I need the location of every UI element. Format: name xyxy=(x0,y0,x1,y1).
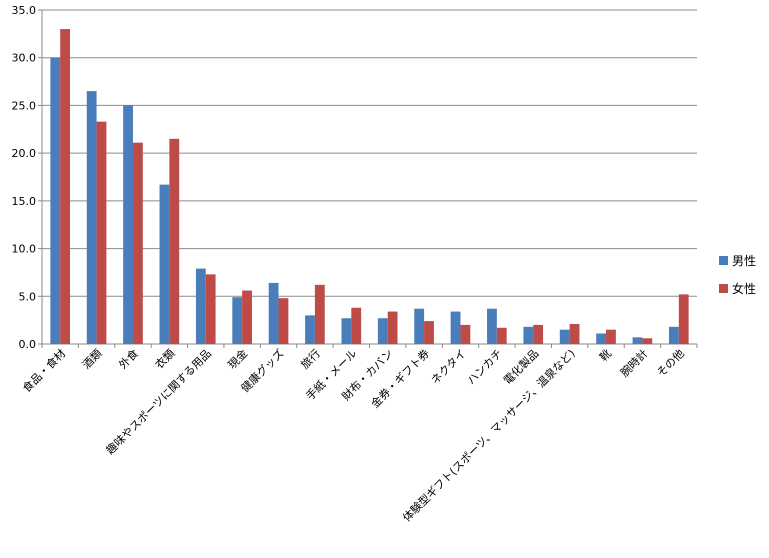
bar-female xyxy=(678,294,689,344)
bar-male xyxy=(195,268,206,344)
bar-male xyxy=(86,91,97,344)
bar-female xyxy=(242,290,252,344)
x-category-label: 酒類 xyxy=(80,347,105,372)
x-category-label: ネクタイ xyxy=(429,347,469,387)
x-category-label: 衣類 xyxy=(152,346,177,371)
grid-lines xyxy=(42,9,697,345)
bar-male xyxy=(377,318,388,344)
bar-female xyxy=(96,121,107,344)
x-category-label: 旅行 xyxy=(298,346,323,371)
bar-male xyxy=(487,308,497,344)
bar-female xyxy=(60,29,71,344)
bar-female xyxy=(460,324,471,344)
bar-female xyxy=(569,323,580,344)
bar-female xyxy=(387,311,398,344)
y-tick-label: 35.0 xyxy=(12,4,37,17)
bars xyxy=(50,29,689,344)
x-category-label: 靴 xyxy=(596,346,614,364)
bar-male xyxy=(123,105,133,344)
bar-female xyxy=(205,274,216,344)
legend-label-female: 女性 xyxy=(732,281,756,296)
bar-male xyxy=(559,329,570,344)
bar-female xyxy=(533,324,544,344)
legend-swatch-male xyxy=(719,256,728,265)
bar-male xyxy=(305,315,315,344)
y-tick-label: 0.0 xyxy=(19,338,37,351)
bar-female xyxy=(132,142,143,344)
x-category-label: 外食 xyxy=(116,346,141,371)
bar-male xyxy=(414,308,425,344)
y-tick-label: 5.0 xyxy=(19,290,37,303)
y-tick-label: 10.0 xyxy=(12,243,37,256)
x-category-label: 腕時計 xyxy=(617,346,650,379)
bar-female xyxy=(278,298,289,344)
bar-male xyxy=(450,311,461,344)
legend-label-male: 男性 xyxy=(732,254,756,268)
bar-female xyxy=(424,321,434,344)
bar-male xyxy=(668,326,679,344)
bar-male xyxy=(159,184,170,344)
bar-male xyxy=(268,282,279,344)
bar-female xyxy=(314,284,325,344)
bar-female xyxy=(606,329,616,344)
bar-male xyxy=(232,297,243,344)
y-tick-label: 15.0 xyxy=(12,195,37,208)
bar-male xyxy=(523,326,534,344)
bar-male xyxy=(596,333,607,344)
y-tick-label: 30.0 xyxy=(12,52,37,65)
y-axis: 0.0 5.0 10.0 15.0 20.0 25.0 30.0 35.0 xyxy=(12,4,43,351)
x-category-label: 体験型ギフト(スポーツ、マッサージ、温泉など) xyxy=(400,346,578,524)
x-category-label: 現金 xyxy=(225,346,250,371)
bar-female xyxy=(351,307,362,344)
x-category-label: ハンカチ xyxy=(465,347,505,387)
bar-male xyxy=(50,57,61,344)
bar-male xyxy=(341,318,352,344)
x-category-label: その他 xyxy=(654,347,687,380)
bar-female xyxy=(169,138,180,344)
x-category-label: 食品・食材 xyxy=(20,346,69,395)
bar-female xyxy=(496,327,507,344)
y-tick-label: 25.0 xyxy=(12,99,37,112)
bar-male xyxy=(632,337,643,344)
bar-female xyxy=(642,338,653,344)
legend-swatch-female xyxy=(719,284,728,293)
y-tick-label: 20.0 xyxy=(12,147,37,160)
